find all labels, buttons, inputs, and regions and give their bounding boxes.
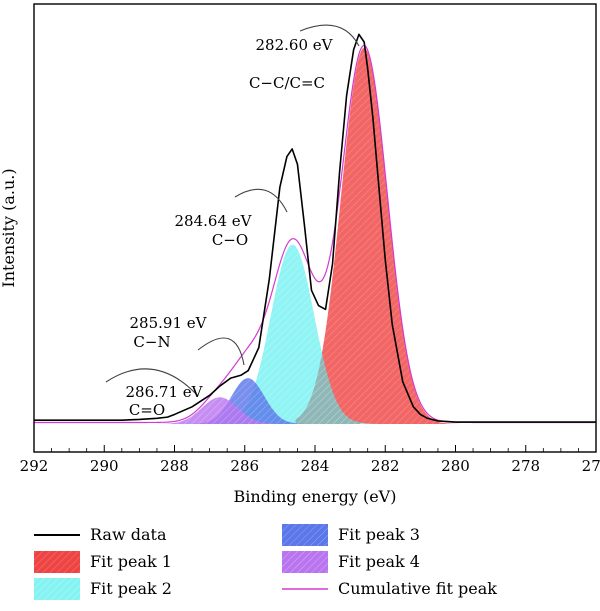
annotation-arc xyxy=(299,24,360,47)
legend-label: Fit peak 2 xyxy=(90,579,172,598)
x-tick-label: 280 xyxy=(441,457,470,475)
x-tick-label: 278 xyxy=(511,457,540,475)
x-tick-label: 286 xyxy=(230,457,259,475)
annotation-value: 284.64 eV xyxy=(175,212,253,230)
annotation-label: C−O xyxy=(212,231,248,249)
annotation-label: C=O xyxy=(129,401,165,419)
x-tick-label: 284 xyxy=(301,457,330,475)
raw-data-curve xyxy=(34,33,596,423)
annotation-layer: 286.71 eVC=O 285.91 eVC−N 284.64 eVC−O 282.… xyxy=(105,24,360,419)
x-tick-label: 276 xyxy=(582,457,600,475)
annotation-value: 285.91 eV xyxy=(130,314,208,332)
plot-line-layer xyxy=(34,33,596,424)
axis-layer: 292 290 288 286 284 282 280 278 276 Binding energ… xyxy=(0,3,600,506)
legend-label: Fit peak 1 xyxy=(90,552,172,571)
legend-label: Fit peak 3 xyxy=(338,525,420,544)
fit-peak-area-2 xyxy=(34,244,596,424)
annotation-label: C−C/C=C xyxy=(249,74,325,92)
plot-fill-layer xyxy=(34,47,596,424)
annotation-arc xyxy=(234,188,288,213)
annotation-label: C−N xyxy=(133,333,170,351)
legend-label: Raw data xyxy=(90,525,167,544)
annotation-value: 282.60 eV xyxy=(256,36,334,54)
legend-layer: Raw data Fit peak 1 Fit peak 2 Fit peak 3 Fi… xyxy=(34,524,497,600)
x-tick-label: 290 xyxy=(90,457,119,475)
legend-swatch xyxy=(34,578,80,600)
x-tick-label: 292 xyxy=(20,457,49,475)
legend-label: Fit peak 4 xyxy=(338,552,420,571)
overlap-area xyxy=(295,354,361,424)
y-axis-label: Intensity (a.u.) xyxy=(0,168,18,287)
annotation-arc xyxy=(197,337,245,366)
annotation-arc xyxy=(105,368,199,397)
x-tick-label: 282 xyxy=(371,457,400,475)
legend-swatch xyxy=(34,551,80,573)
x-tick-label: 288 xyxy=(160,457,189,475)
annotation-value: 286.71 eV xyxy=(126,383,204,401)
legend-swatch xyxy=(282,551,328,573)
legend-label: Cumulative fit peak xyxy=(338,579,497,598)
legend-swatch xyxy=(282,524,328,546)
x-axis-label: Binding energy (eV) xyxy=(234,487,397,506)
